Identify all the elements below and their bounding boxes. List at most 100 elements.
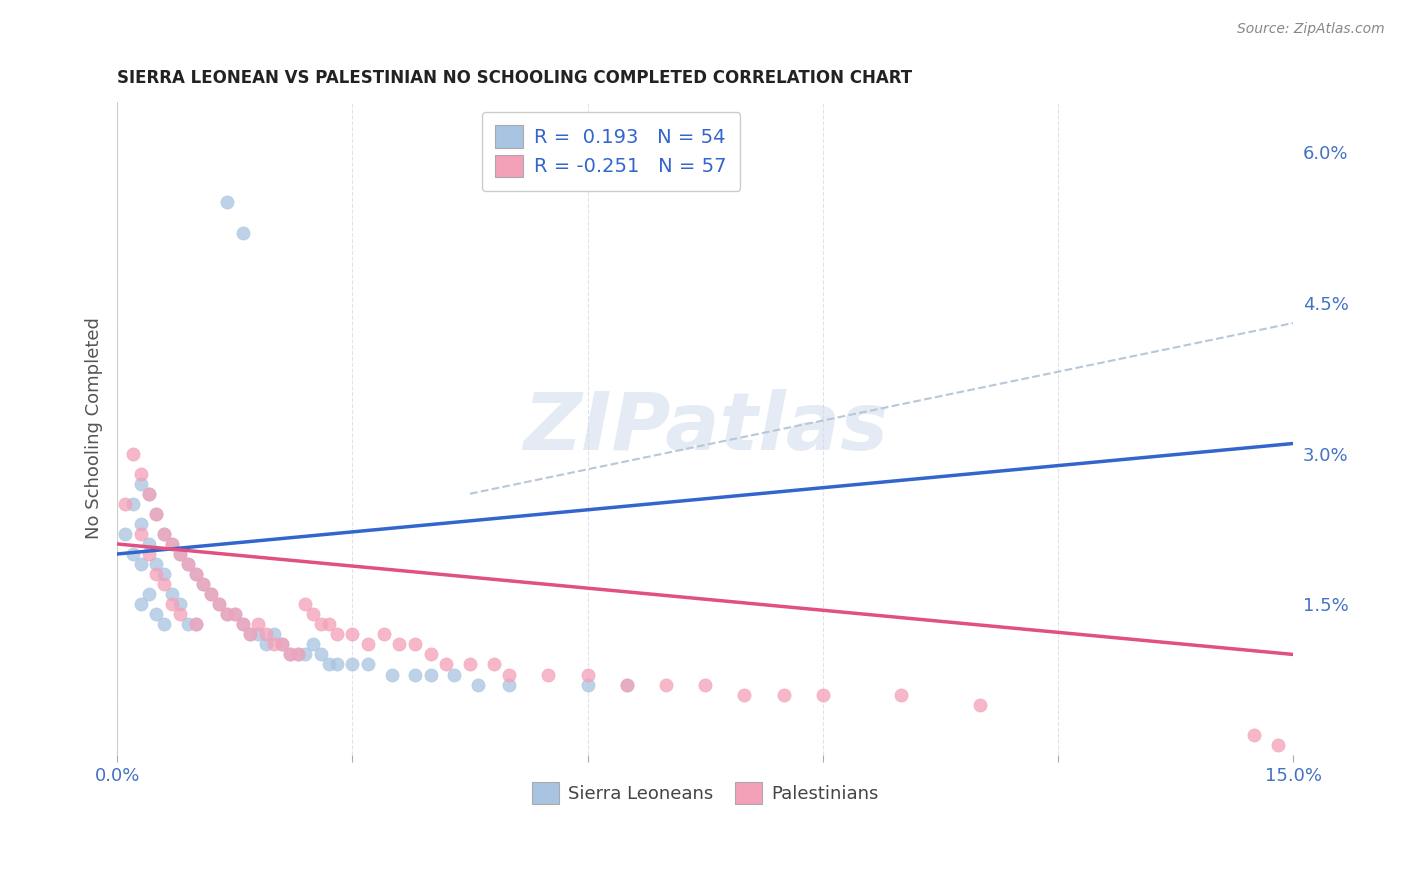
Point: [129, 557, 152, 571]
Point: [302, 637, 325, 651]
Point: [404, 637, 426, 651]
Point: [145, 567, 167, 582]
Point: [373, 627, 395, 641]
Point: [270, 637, 292, 651]
Point: [247, 627, 270, 641]
Point: [254, 637, 277, 651]
Point: [357, 657, 380, 672]
Legend: Sierra Leoneans, Palestinians: Sierra Leoneans, Palestinians: [524, 774, 886, 811]
Point: [616, 677, 638, 691]
Point: [309, 648, 332, 662]
Point: [458, 657, 481, 672]
Point: [215, 607, 238, 622]
Point: [436, 657, 458, 672]
Point: [287, 648, 309, 662]
Point: [232, 226, 254, 240]
Point: [318, 617, 340, 632]
Point: [294, 648, 316, 662]
Point: [177, 557, 200, 571]
Point: [145, 507, 167, 521]
Point: [278, 648, 301, 662]
Point: [184, 567, 207, 582]
Point: [177, 617, 200, 632]
Point: [114, 497, 136, 511]
Point: [890, 688, 912, 702]
Point: [215, 195, 238, 210]
Point: [122, 446, 145, 460]
Point: [443, 667, 465, 681]
Point: [215, 607, 238, 622]
Point: [169, 547, 191, 561]
Point: [224, 607, 246, 622]
Point: [114, 527, 136, 541]
Point: [145, 607, 167, 622]
Point: [302, 607, 325, 622]
Point: [309, 617, 332, 632]
Point: [138, 547, 160, 561]
Point: [576, 677, 599, 691]
Point: [270, 637, 292, 651]
Point: [153, 577, 176, 591]
Point: [145, 507, 167, 521]
Point: [177, 557, 200, 571]
Point: [294, 597, 316, 611]
Point: [160, 597, 183, 611]
Point: [153, 567, 176, 582]
Point: [419, 648, 441, 662]
Point: [498, 677, 520, 691]
Point: [184, 617, 207, 632]
Point: [184, 567, 207, 582]
Text: Source: ZipAtlas.com: Source: ZipAtlas.com: [1237, 22, 1385, 37]
Point: [498, 667, 520, 681]
Point: [811, 688, 834, 702]
Point: [138, 587, 160, 601]
Point: [404, 667, 426, 681]
Point: [129, 597, 152, 611]
Point: [695, 677, 717, 691]
Point: [254, 627, 277, 641]
Point: [160, 537, 183, 551]
Point: [153, 527, 176, 541]
Point: [247, 617, 270, 632]
Point: [129, 527, 152, 541]
Point: [160, 537, 183, 551]
Point: [138, 537, 160, 551]
Point: [287, 648, 309, 662]
Point: [200, 587, 222, 601]
Point: [145, 557, 167, 571]
Point: [278, 648, 301, 662]
Point: [318, 657, 340, 672]
Point: [357, 637, 380, 651]
Point: [129, 467, 152, 481]
Point: [122, 497, 145, 511]
Point: [193, 577, 215, 591]
Point: [342, 627, 364, 641]
Point: [232, 617, 254, 632]
Point: [655, 677, 678, 691]
Point: [342, 657, 364, 672]
Point: [263, 637, 285, 651]
Point: [239, 627, 262, 641]
Point: [537, 667, 560, 681]
Point: [467, 677, 489, 691]
Point: [129, 476, 152, 491]
Point: [263, 627, 285, 641]
Point: [232, 617, 254, 632]
Point: [969, 698, 991, 712]
Text: ZIPatlas: ZIPatlas: [523, 390, 887, 467]
Point: [184, 617, 207, 632]
Point: [325, 657, 347, 672]
Point: [733, 688, 755, 702]
Point: [388, 637, 411, 651]
Point: [208, 597, 231, 611]
Point: [616, 677, 638, 691]
Y-axis label: No Schooling Completed: No Schooling Completed: [86, 318, 103, 540]
Point: [169, 597, 191, 611]
Point: [160, 587, 183, 601]
Point: [169, 547, 191, 561]
Point: [208, 597, 231, 611]
Point: [122, 547, 145, 561]
Point: [138, 487, 160, 501]
Point: [153, 617, 176, 632]
Point: [224, 607, 246, 622]
